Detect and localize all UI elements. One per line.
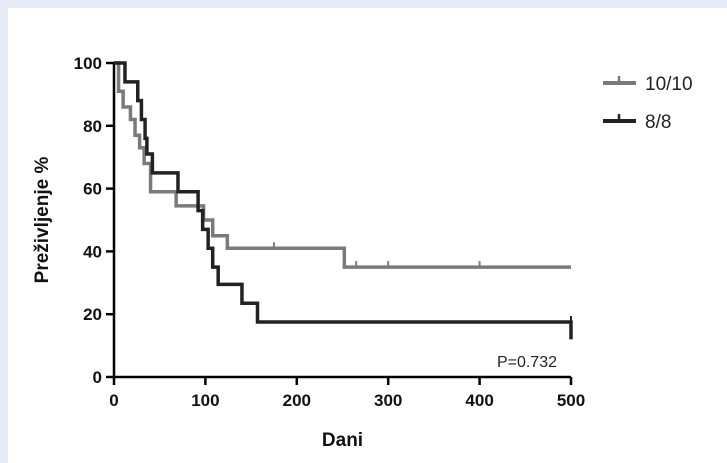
x-axis-title: Dani [322,430,363,451]
p-value-annotation: P=0.732 [497,354,557,371]
x-tick-label: 500 [557,391,585,410]
survival-curve-1 [114,61,571,269]
x-tick-label: 0 [109,391,118,410]
y-tick-label: 0 [93,368,102,387]
legend: 10/10 8/8 [603,74,693,133]
survival-chart: 0 20 40 60 80 100 0 100 200 300 400 500 Dani Preživ… [32,54,693,451]
curves [114,61,573,340]
y-tick-label: 100 [74,54,102,73]
y-tick-label: 40 [83,242,102,261]
x-tick-label: 300 [374,391,402,410]
y-tick-label: 60 [83,180,102,199]
y-tick-label: 20 [83,305,102,324]
axes: 0 20 40 60 80 100 0 100 200 300 400 500 [74,54,586,410]
legend-label: 8/8 [645,112,671,133]
chart-frame: 0 20 40 60 80 100 0 100 200 300 400 500 Dani Preživ… [8,8,727,463]
y-tick-label: 80 [83,117,102,136]
survival-curve-2 [114,61,573,340]
legend-label: 10/10 [645,74,693,95]
x-tick-label: 400 [465,391,493,410]
x-tick-label: 100 [191,391,219,410]
y-axis-title: Preživljenje % [32,157,53,284]
x-tick-label: 200 [283,391,311,410]
